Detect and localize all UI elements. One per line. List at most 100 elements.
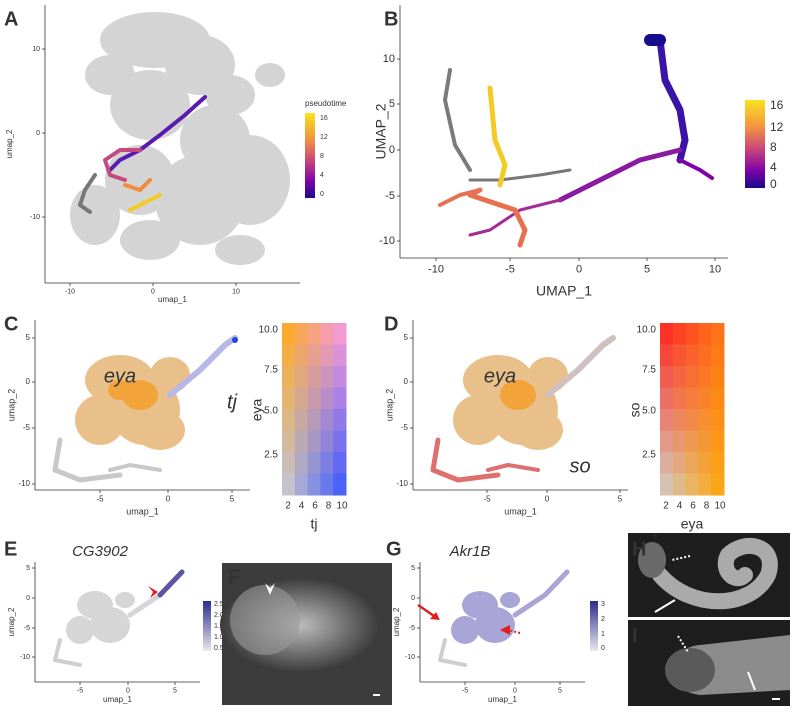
x-tick-label: -5: [505, 264, 515, 276]
x-tick-label: 8: [704, 501, 710, 512]
heatmap-cell: [698, 344, 712, 367]
heatmap-cell: [320, 409, 334, 431]
x-axis-label: umap_1: [103, 695, 132, 704]
legend-tick-label: 4: [770, 160, 777, 174]
y-tick-label: 5.0: [264, 406, 278, 417]
legend-tick-label: 2: [601, 616, 605, 623]
y-axis-label: eya: [249, 399, 265, 422]
heatmap-cell: [685, 387, 699, 410]
x-axis-label: umap_1: [504, 506, 537, 516]
y-tick-label: 7.5: [264, 365, 278, 376]
y-tick-label: 0: [26, 377, 31, 386]
heatmap-cell: [294, 452, 309, 474]
panel-label: D: [384, 313, 398, 335]
heatmap-cell: [294, 409, 309, 431]
trajectory: [103, 148, 142, 182]
arrow: [671, 555, 691, 561]
y-tick-label: -10: [20, 654, 30, 661]
heatmap-cell: [333, 366, 347, 388]
x-tick-label: 6: [690, 501, 696, 512]
heatmap-cell: [294, 473, 309, 496]
x-tick-label: 0: [513, 688, 517, 695]
panel-label: I: [632, 625, 638, 647]
legend-tick-label: 8: [320, 153, 324, 160]
heatmap-cell: [282, 344, 296, 367]
x-tick-label: 5: [618, 495, 623, 504]
x-tick-label: 0: [545, 495, 550, 504]
y-axis-label: umap_2: [5, 129, 14, 158]
heatmap-cell: [307, 452, 321, 474]
x-tick-label: -10: [65, 289, 75, 296]
cell-cloud: [75, 395, 125, 445]
cell-cloud: [451, 616, 479, 644]
trajectory: [438, 638, 467, 667]
trajectory: [486, 463, 540, 472]
trajectory: [468, 198, 562, 237]
heatmap-cell: [307, 323, 321, 345]
heatmap-cell: [282, 430, 296, 453]
heatmap-cell: [660, 473, 674, 496]
heatmap-cell: [294, 366, 309, 388]
cell-cloud: [500, 380, 536, 410]
x-axis-label: tj: [311, 516, 318, 532]
heatmap-cell: [282, 323, 296, 345]
heatmap-cell: [698, 473, 712, 496]
x-axis-label: UMAP_1: [536, 283, 592, 299]
heatmap-cell: [660, 452, 674, 474]
y-tick-label: 0: [36, 130, 40, 137]
heatmap-cell: [320, 452, 334, 474]
heatmap-cell: [294, 323, 309, 345]
heatmap-cell: [660, 409, 674, 431]
heatmap-cell: [320, 366, 334, 388]
heatmap-cell: [672, 387, 687, 410]
trajectory: [467, 187, 528, 248]
x-tick-label: 0: [126, 688, 130, 695]
y-tick-label: -10: [30, 214, 40, 221]
trajectory: [167, 335, 238, 398]
x-tick-label: -5: [77, 688, 83, 695]
y-tick-label: 10: [383, 53, 395, 65]
x-tick-label: 6: [312, 501, 318, 512]
y-tick-label: -5: [23, 423, 31, 432]
legend-tick-label: 0.5: [214, 645, 224, 652]
heatmap-cell: [685, 344, 699, 367]
heatmap-cell: [320, 323, 334, 345]
x-tick-label: 10: [709, 264, 721, 276]
x-axis-label: eya: [681, 516, 704, 532]
cell-cloud: [205, 75, 255, 115]
legend-tick-label: 0: [770, 177, 777, 191]
y-tick-label: 10.0: [637, 325, 657, 336]
heatmap-cell: [333, 452, 347, 474]
tissue: [665, 648, 715, 692]
cell-cloud: [115, 592, 135, 608]
x-axis-label: umap_1: [126, 506, 159, 516]
heatmap-cell: [660, 344, 674, 367]
arrow: [747, 671, 756, 691]
cell-cloud: [135, 410, 185, 450]
legend-tick-label: 12: [320, 134, 328, 141]
annotation: tj: [227, 391, 238, 413]
heatmap-cell: [672, 409, 687, 431]
annotation: eya: [484, 365, 516, 387]
tissue: [638, 542, 666, 578]
cell-cloud: [110, 70, 190, 140]
heatmap-cell: [698, 323, 712, 345]
cell-cloud: [215, 235, 265, 265]
y-axis-label: umap_2: [384, 389, 394, 422]
heatmap-cell: [660, 387, 674, 410]
heatmap-cell: [660, 323, 674, 345]
x-tick-label: 5: [230, 495, 235, 504]
heatmap-cell: [711, 452, 725, 474]
heatmap-cell: [307, 387, 321, 410]
x-tick-label: 5: [644, 264, 650, 276]
marker: *: [653, 531, 658, 545]
trajectory: [443, 68, 472, 172]
heatmap-cell: [320, 387, 334, 410]
y-tick-label: 2.5: [264, 450, 278, 461]
x-tick-label: -10: [428, 264, 444, 276]
heatmap-cell: [711, 344, 725, 367]
heatmap-cell: [698, 452, 712, 474]
heatmap-cell: [294, 387, 309, 410]
color-bar: [203, 601, 211, 651]
